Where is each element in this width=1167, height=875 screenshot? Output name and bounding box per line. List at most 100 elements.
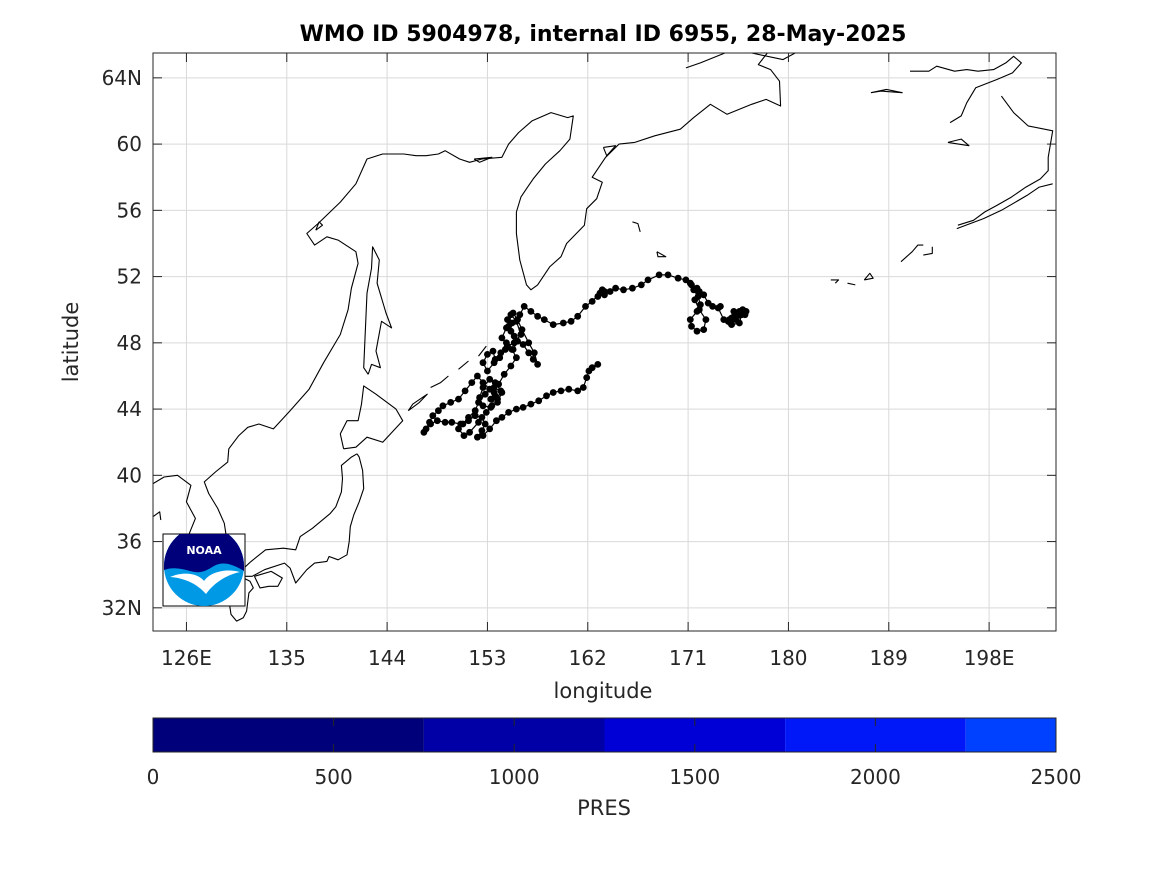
colorbar-tick-label: 500 <box>315 765 353 789</box>
float-position-point <box>447 399 455 406</box>
float-position-point <box>549 321 557 328</box>
lat-tick-label: 36 <box>117 530 142 554</box>
float-position-point <box>427 420 434 428</box>
float-position-point <box>691 296 699 304</box>
float-position-point <box>475 418 482 426</box>
float-position-point <box>475 399 482 406</box>
colorbar-frame <box>152 717 1057 753</box>
x-axis-label: longitude <box>554 679 653 703</box>
float-position-point <box>694 288 702 295</box>
float-position-point <box>493 417 500 425</box>
float-position-point <box>508 346 516 353</box>
float-position-point <box>529 356 537 363</box>
colorbar-tick-label: 0 <box>147 765 160 789</box>
lon-tick-label: 171 <box>669 646 707 670</box>
float-position-point <box>491 392 499 400</box>
float-position-point <box>471 407 479 415</box>
float-position-point <box>513 354 520 362</box>
float-position-point <box>466 428 473 436</box>
float-position-point <box>559 319 567 327</box>
float-position-point <box>490 359 498 367</box>
lat-tick-label: 48 <box>117 331 142 355</box>
float-position-point <box>484 351 491 358</box>
coastline-segment <box>632 221 641 233</box>
coastline-segment <box>910 55 1022 124</box>
coastline-segment <box>957 95 1054 226</box>
float-position-point <box>479 384 487 391</box>
float-position-point <box>510 332 518 340</box>
lat-tick-label: 60 <box>117 132 142 156</box>
map-title: WMO ID 5904978, internal ID 6955, 28-May… <box>300 22 907 47</box>
coastline-segment <box>315 221 324 231</box>
noaa-logo-gull <box>170 570 240 594</box>
float-position-point <box>728 321 735 328</box>
coastline-segment <box>153 511 162 521</box>
coastline-segment <box>458 360 469 370</box>
float-position-point <box>637 281 645 289</box>
lon-tick-label: 126E <box>161 646 212 670</box>
lon-tick-label: 198E <box>964 646 1015 670</box>
float-position-point <box>504 316 511 323</box>
float-position-point <box>557 387 565 395</box>
coastline-segment <box>847 282 856 286</box>
float-position-point <box>441 418 449 426</box>
float-position-point <box>518 326 526 333</box>
float-position-point <box>525 349 533 357</box>
float-position-point <box>520 303 528 310</box>
colorbar-tick-label: 2500 <box>1031 765 1082 789</box>
float-position-point <box>682 276 690 284</box>
float-position-point <box>513 405 520 413</box>
float-position-point <box>486 425 494 433</box>
colorbar <box>153 718 1056 752</box>
float-position-point <box>420 428 428 436</box>
colorbar-tick-label: 1000 <box>489 765 540 789</box>
float-position-point <box>474 433 481 441</box>
coastlines <box>153 53 1054 622</box>
float-position-point <box>514 316 521 323</box>
float-position-point <box>644 276 652 284</box>
float-position-point <box>507 362 515 370</box>
coastline-segment <box>473 156 493 163</box>
coastline-segment <box>478 345 487 357</box>
float-position-point <box>688 322 695 330</box>
float-position-point <box>494 399 501 406</box>
float-position-point <box>505 409 512 416</box>
float-position-point <box>629 284 636 292</box>
colorbar-tick-label: 2000 <box>850 765 901 789</box>
float-position-point <box>574 387 582 395</box>
float-position-point <box>549 389 557 396</box>
float-position-point <box>540 316 548 323</box>
float-position-point <box>503 339 510 347</box>
float-position-point <box>688 281 695 289</box>
float-position-point <box>686 316 694 323</box>
lat-tick-label: 52 <box>117 265 142 289</box>
float-position-point <box>612 284 619 292</box>
float-position-point <box>484 367 491 375</box>
float-position-point <box>674 274 682 282</box>
noaa-logo: NOAA <box>162 533 246 607</box>
float-position-point <box>730 308 738 315</box>
coastline-segment <box>956 183 1053 230</box>
float-position-point <box>738 311 745 319</box>
float-position-point <box>435 407 442 415</box>
lon-tick-label: 162 <box>569 646 607 670</box>
float-position-point <box>489 347 497 355</box>
float-position-point <box>534 361 541 368</box>
colorbar-tick-label: 1500 <box>669 765 720 789</box>
lon-tick-label: 135 <box>268 646 306 670</box>
float-position-point <box>498 389 506 396</box>
float-position-point <box>509 309 517 317</box>
float-position-point <box>479 432 487 439</box>
float-position-point <box>481 420 489 428</box>
float-position-point <box>468 379 476 386</box>
float-position-point <box>731 314 739 322</box>
float-position-point <box>439 402 447 410</box>
float-position-point <box>565 385 573 393</box>
float-position-point <box>583 374 591 381</box>
float-position-point <box>481 390 489 398</box>
float-position-point <box>527 308 535 315</box>
y-axis-label: latitude <box>59 302 83 383</box>
noaa-logo-text: NOAA <box>186 544 222 557</box>
colorbar-ticks: 0 500 1000 1500 2000 2500 <box>147 718 1082 789</box>
